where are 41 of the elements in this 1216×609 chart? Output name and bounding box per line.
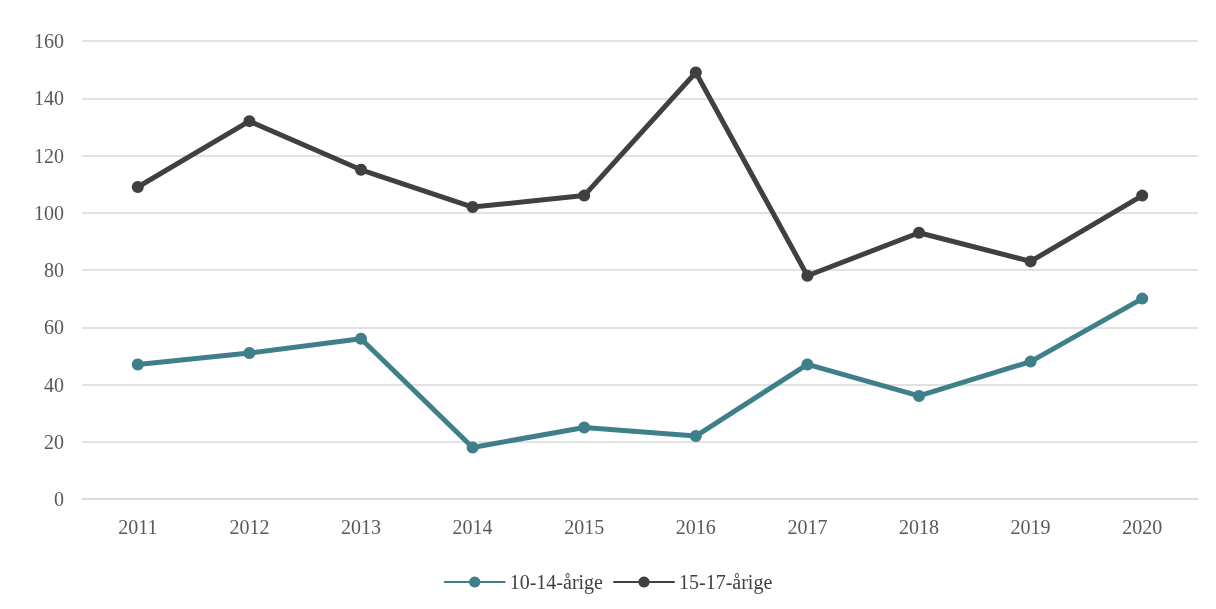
y-tick-label: 40	[44, 373, 64, 396]
x-tick-label: 2018	[899, 516, 939, 538]
point	[913, 226, 925, 239]
point	[131, 180, 144, 193]
y-tick-label: 80	[44, 259, 64, 281]
point	[578, 189, 591, 202]
x-tick-label: 2020	[1122, 516, 1163, 538]
point	[1136, 292, 1149, 305]
point	[1136, 189, 1149, 202]
y-tick-label: 20	[44, 430, 64, 453]
x-tick-label: 2013	[341, 516, 381, 538]
point	[466, 441, 479, 454]
point	[1024, 355, 1037, 368]
y-tick-label: 60	[44, 316, 64, 339]
point	[801, 269, 814, 282]
point	[355, 163, 367, 176]
y-tick-label: 160	[34, 30, 64, 52]
y-tick-label: 120	[34, 144, 64, 167]
legend-label: 10-14-årige	[509, 571, 604, 594]
point	[243, 347, 256, 360]
y-tick-label: 140	[34, 87, 64, 110]
point	[689, 430, 702, 443]
point	[355, 332, 367, 345]
y-tick-label: 0	[54, 488, 64, 510]
point	[689, 66, 702, 79]
x-tick-label: 2015	[564, 516, 605, 538]
x-tick-label: 2012	[229, 516, 270, 538]
x-tick-label: 2017	[787, 516, 828, 538]
point	[1024, 255, 1037, 268]
x-tick-label: 2014	[452, 516, 493, 538]
point	[801, 358, 814, 371]
point	[578, 421, 591, 434]
x-tick-label: 2016	[675, 516, 716, 538]
point	[913, 389, 925, 402]
x-tick-label: 2011	[118, 516, 158, 538]
legend-label: 15-17-årige	[679, 571, 773, 594]
y-tick-label: 100	[34, 201, 64, 224]
point	[243, 115, 256, 128]
point	[131, 358, 144, 371]
point	[466, 201, 479, 214]
x-tick-label: 2019	[1010, 516, 1051, 538]
